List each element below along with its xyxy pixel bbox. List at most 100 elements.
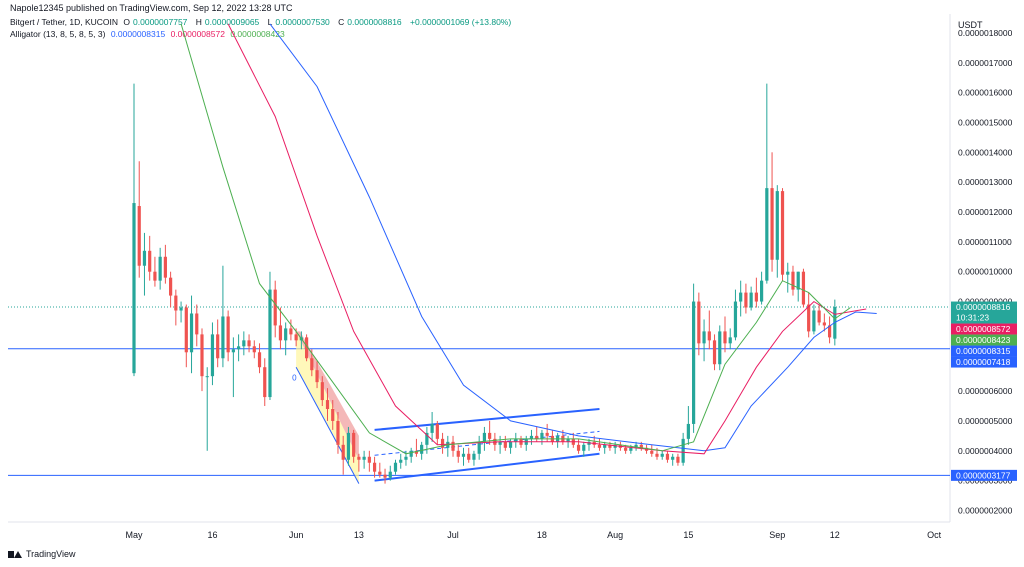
candle[interactable] (760, 271, 764, 305)
candle[interactable] (399, 453, 403, 469)
candle[interactable] (697, 292, 701, 356)
candle[interactable] (786, 262, 790, 293)
candle[interactable] (210, 322, 215, 386)
candle[interactable] (692, 283, 696, 433)
channel-lower-line[interactable] (374, 452, 600, 482)
candle[interactable] (242, 331, 246, 356)
candle[interactable] (226, 310, 230, 362)
candle[interactable] (409, 447, 413, 463)
candle[interactable] (603, 441, 607, 454)
candle[interactable] (576, 438, 581, 454)
candle[interactable] (163, 244, 167, 284)
candle[interactable] (341, 435, 345, 475)
candle[interactable] (524, 435, 528, 451)
candle[interactable] (325, 388, 330, 421)
channel-upper-line[interactable] (374, 408, 600, 431)
candle[interactable] (200, 328, 204, 392)
candle[interactable] (153, 256, 157, 287)
candle[interactable] (304, 334, 309, 362)
candle[interactable] (728, 328, 732, 350)
candle[interactable] (550, 429, 554, 445)
candle[interactable] (556, 432, 560, 448)
candle[interactable] (535, 426, 539, 442)
candle[interactable] (812, 304, 816, 335)
candle[interactable] (665, 450, 670, 463)
candle[interactable] (357, 453, 361, 472)
candle[interactable] (733, 289, 738, 341)
candle[interactable] (723, 316, 727, 353)
candle[interactable] (383, 468, 387, 484)
candle[interactable] (179, 301, 183, 323)
candle[interactable] (446, 435, 450, 457)
candle[interactable] (749, 286, 753, 311)
candle[interactable] (582, 441, 586, 457)
candle[interactable] (158, 247, 162, 290)
candle[interactable] (796, 271, 800, 302)
candle[interactable] (372, 456, 377, 478)
candle[interactable] (367, 450, 371, 472)
candle[interactable] (456, 444, 460, 463)
candle[interactable] (148, 235, 152, 281)
candle[interactable] (801, 268, 806, 308)
candle[interactable] (378, 462, 382, 478)
candle[interactable] (650, 444, 654, 457)
candle[interactable] (472, 450, 476, 466)
candle[interactable] (132, 83, 136, 377)
candle[interactable] (346, 426, 351, 466)
candle[interactable] (660, 450, 664, 460)
candle[interactable] (331, 400, 335, 430)
candle[interactable] (739, 280, 743, 317)
candle[interactable] (231, 337, 235, 398)
candle[interactable] (827, 316, 832, 344)
candle[interactable] (597, 438, 602, 451)
candle[interactable] (284, 322, 288, 356)
candle[interactable] (320, 376, 324, 407)
candle[interactable] (137, 161, 141, 278)
candle[interactable] (770, 152, 774, 272)
candle[interactable] (707, 310, 711, 350)
candle[interactable] (289, 319, 293, 341)
candle[interactable] (336, 411, 340, 454)
candle[interactable] (315, 361, 319, 389)
candle[interactable] (791, 265, 795, 296)
candle[interactable] (807, 292, 811, 338)
candle[interactable] (702, 319, 706, 362)
candle[interactable] (169, 271, 173, 308)
candle[interactable] (430, 411, 434, 442)
candle[interactable] (775, 185, 779, 278)
candle[interactable] (388, 465, 392, 481)
candle[interactable] (529, 429, 534, 445)
candle[interactable] (482, 426, 487, 451)
candle[interactable] (184, 304, 188, 368)
candle[interactable] (718, 325, 722, 371)
candle[interactable] (435, 420, 439, 445)
candle[interactable] (477, 435, 481, 460)
candle[interactable] (174, 289, 178, 326)
candle[interactable] (822, 313, 826, 332)
candle[interactable] (498, 435, 502, 454)
candle[interactable] (624, 444, 628, 454)
candle[interactable] (257, 343, 262, 374)
candle[interactable] (817, 304, 821, 326)
candle[interactable] (686, 406, 690, 445)
candle[interactable] (676, 453, 680, 466)
candle[interactable] (273, 280, 277, 338)
candle[interactable] (461, 447, 466, 466)
candle[interactable] (268, 271, 272, 401)
candle[interactable] (362, 450, 366, 469)
candle[interactable] (451, 435, 455, 457)
candle[interactable] (712, 334, 717, 371)
candle[interactable] (514, 432, 518, 448)
candle[interactable] (278, 307, 283, 350)
candle[interactable] (263, 358, 267, 407)
candle[interactable] (503, 435, 507, 451)
candle[interactable] (540, 429, 544, 445)
candle[interactable] (765, 83, 769, 284)
candle[interactable] (467, 447, 471, 463)
candle[interactable] (414, 438, 419, 457)
candle[interactable] (744, 283, 748, 314)
candle[interactable] (780, 188, 785, 281)
candle[interactable] (754, 277, 758, 308)
candle[interactable] (681, 432, 685, 466)
